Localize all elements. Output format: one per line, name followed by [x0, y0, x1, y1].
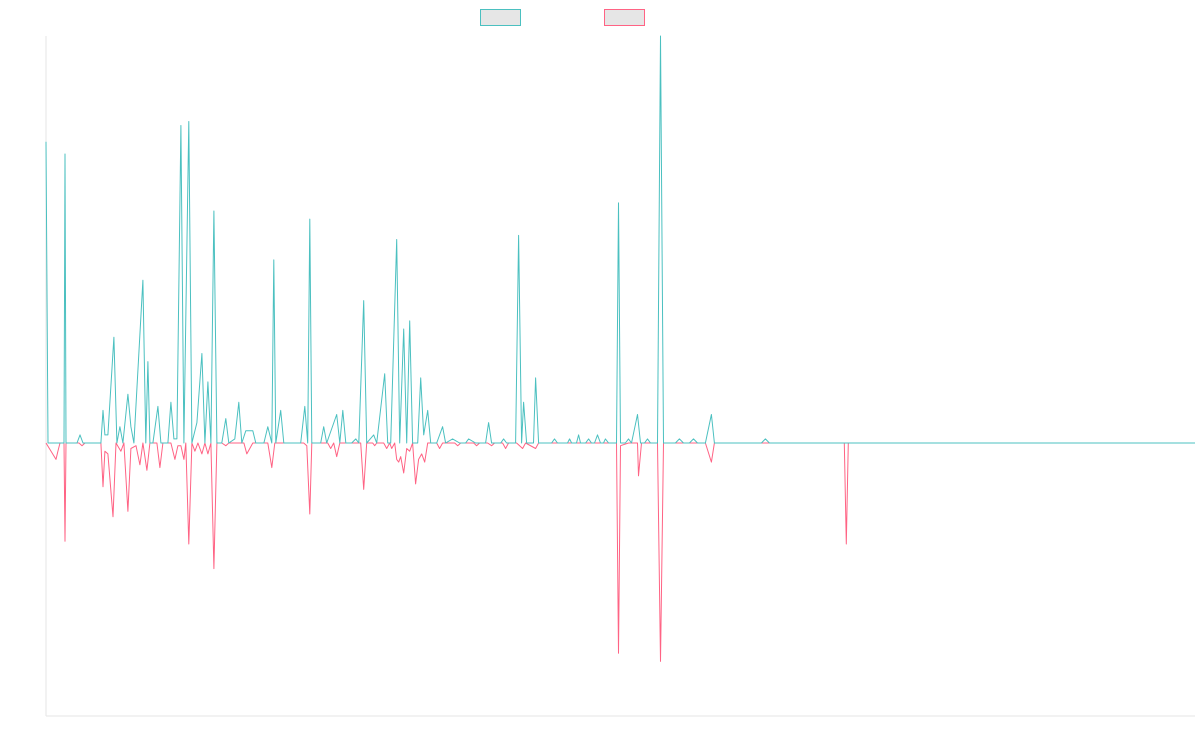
axes	[45, 36, 1195, 717]
legend	[480, 9, 645, 26]
legend-item-1[interactable]	[480, 9, 521, 26]
series-line-2	[45, 442, 1195, 662]
legend-swatch-2[interactable]	[604, 9, 645, 26]
series-line-1	[45, 35, 1195, 444]
legend-swatch-1[interactable]	[480, 9, 521, 26]
series-layer	[45, 35, 1195, 662]
legend-item-2[interactable]	[604, 9, 645, 26]
